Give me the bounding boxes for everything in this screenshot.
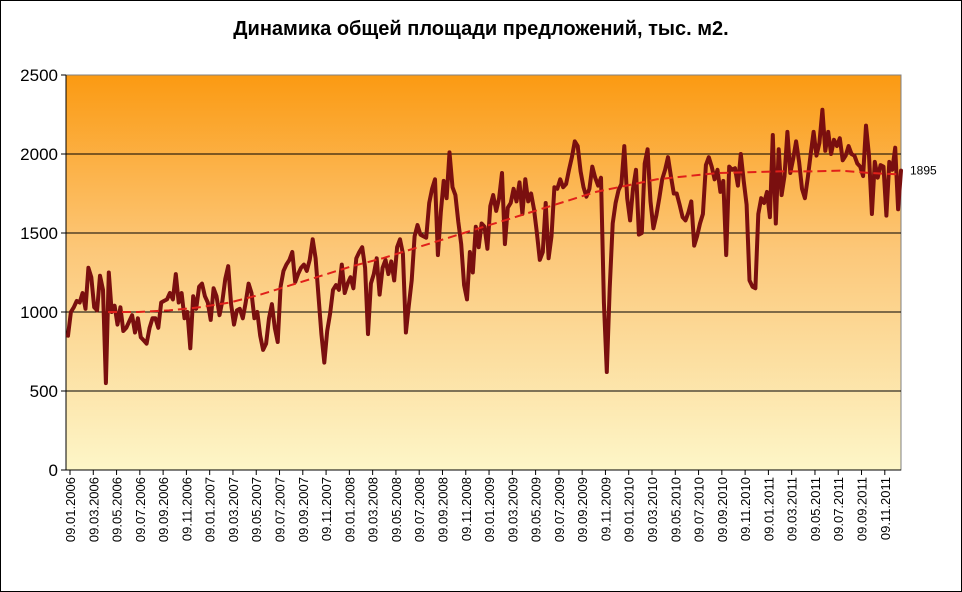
x-tick-label: 09.07.2007 — [273, 477, 288, 542]
x-tick-label: 09.03.2008 — [366, 477, 381, 542]
x-tick-label: 09.05.2006 — [110, 477, 125, 542]
x-tick-label: 09.01.2008 — [342, 477, 357, 542]
y-tick-label: 1000 — [20, 303, 58, 322]
x-tick-label: 09.05.2007 — [249, 477, 264, 542]
x-tick-label: 09.05.2008 — [389, 477, 404, 542]
x-tick-label: 09.01.2007 — [203, 477, 218, 542]
y-tick-label: 2500 — [20, 66, 58, 85]
x-tick-label: 09.09.2009 — [575, 477, 590, 542]
x-tick-label: 09.03.2006 — [86, 477, 101, 542]
x-tick-label: 09.01.2011 — [761, 477, 776, 541]
x-tick-label: 09.05.2009 — [529, 477, 544, 542]
series-line-offers — [66, 107, 903, 386]
x-tick-label: 09.03.2010 — [645, 477, 660, 542]
x-tick-label: 09.11.2010 — [738, 477, 753, 541]
x-tick-label: 09.01.2006 — [63, 477, 78, 542]
series-line-trend — [108, 169, 902, 313]
x-tick-label: 09.09.2008 — [435, 477, 450, 542]
x-tick-label: 09.09.2007 — [296, 477, 311, 542]
x-tick-label: 09.09.2006 — [156, 477, 171, 542]
x-tick-label: 09.05.2010 — [668, 477, 683, 542]
x-axis-ticks: 09.01.2006 09.03.2006 09.05.2006 09.07.2006… — [63, 470, 893, 542]
plot-area — [65, 74, 902, 471]
y-tick-label: 2000 — [20, 145, 58, 164]
end-label-layer: 1895 — [910, 164, 937, 178]
x-tick-label: 09.07.2006 — [133, 477, 148, 542]
x-tick-label: 09.05.2011 — [808, 477, 823, 541]
y-axis-ticks: 0 500 1000 1500 2000 2500 — [20, 66, 66, 480]
x-tick-label: 09.11.2007 — [319, 477, 334, 541]
x-tick-label: 09.11.2008 — [459, 477, 474, 541]
x-tick-label: 09.07.2010 — [692, 477, 707, 542]
x-tick-label: 09.01.2010 — [622, 477, 637, 542]
x-tick-label: 09.09.2010 — [715, 477, 730, 542]
y-tick-label: 1500 — [20, 224, 58, 243]
x-tick-label: 09.11.2006 — [179, 477, 194, 541]
x-tick-label: 09.03.2011 — [785, 477, 800, 541]
x-tick-label: 09.11.2011 — [878, 477, 893, 540]
x-tick-label: 09.09.2011 — [855, 477, 870, 541]
end-value-label: 1895 — [910, 164, 937, 178]
x-tick-label: 09.07.2009 — [552, 477, 567, 542]
y-tick-label: 500 — [30, 382, 58, 401]
axes — [65, 75, 901, 471]
x-tick-label: 09.01.2009 — [482, 477, 497, 542]
x-tick-label: 09.03.2007 — [226, 477, 241, 542]
y-tick-label: 0 — [49, 461, 58, 480]
x-tick-label: 09.03.2009 — [505, 477, 520, 542]
series-layer — [66, 107, 903, 386]
chart-title: Динамика общей площади предложений, тыс.… — [233, 18, 729, 40]
x-tick-label: 09.11.2009 — [598, 477, 613, 541]
x-tick-label: 09.07.2008 — [412, 477, 427, 542]
x-tick-label: 09.07.2011 — [831, 477, 846, 541]
